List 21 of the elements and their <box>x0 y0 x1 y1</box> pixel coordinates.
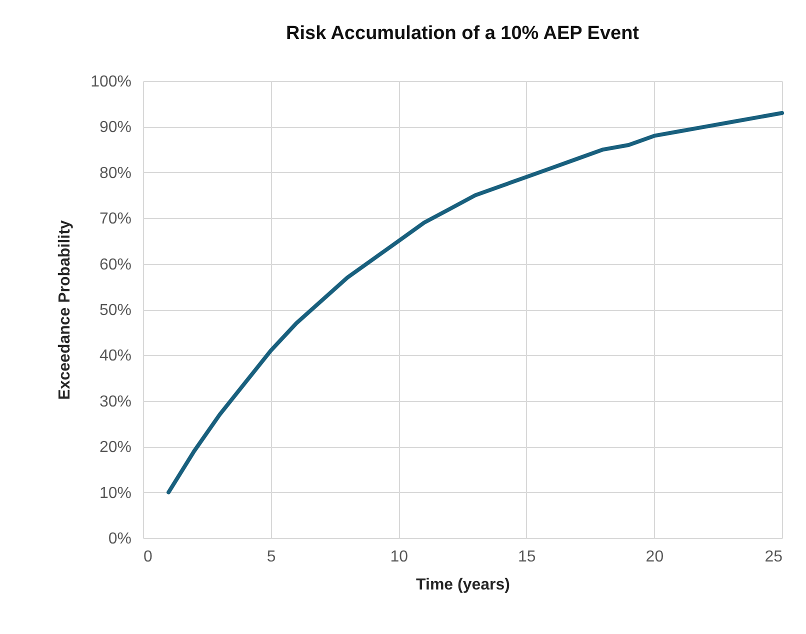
x-tick-label: 10 <box>390 548 408 566</box>
line-series <box>166 110 784 494</box>
x-tick-label: 5 <box>266 548 276 566</box>
y-tick-label: 40% <box>99 348 132 365</box>
y-tick-label: 80% <box>99 164 132 182</box>
x-tick-label: 20 <box>646 548 664 566</box>
y-tick-label: 0% <box>108 530 132 548</box>
y-tick-label: 60% <box>99 256 132 274</box>
x-axis-title: Time (years) <box>416 576 510 594</box>
y-tick-label: 50% <box>99 302 132 319</box>
y-tick-label: 30% <box>99 393 132 410</box>
x-tick-label: 0 <box>144 548 152 566</box>
y-tick-label: 90% <box>99 119 132 136</box>
y-tick-label: 70% <box>99 210 132 228</box>
x-tick-label: 15 <box>518 548 536 566</box>
chart-title: Risk Accumulation of a 10% AEP Event <box>286 23 640 44</box>
y-tick-label: 10% <box>99 484 132 502</box>
y-tick-label: 20% <box>99 439 132 456</box>
x-tick-label: 25 <box>764 548 783 566</box>
y-tick-label: 100% <box>90 74 132 90</box>
y-axis-title: Exceedance Probability <box>56 220 74 400</box>
